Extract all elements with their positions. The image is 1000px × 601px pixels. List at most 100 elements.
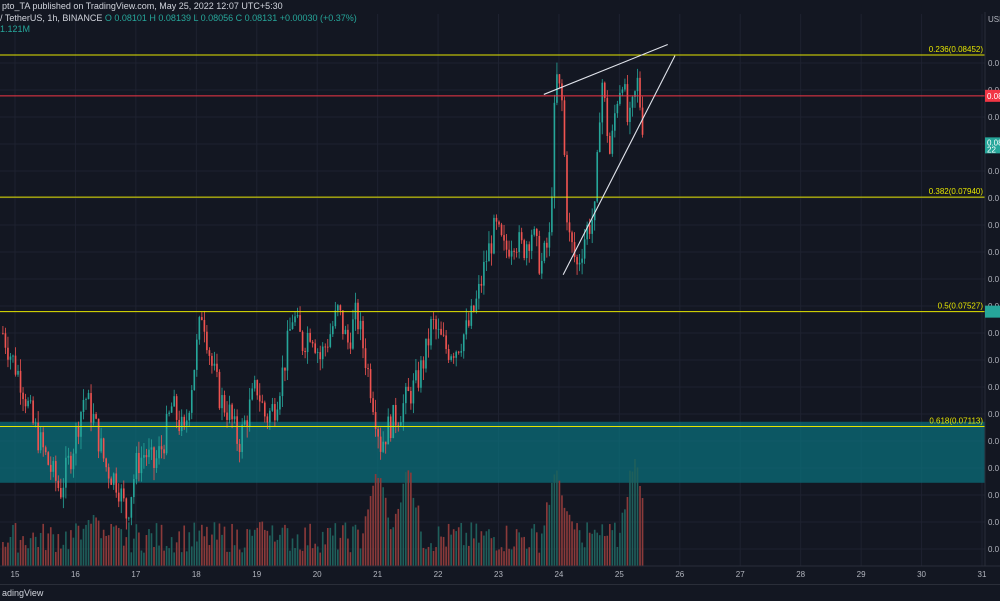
trendline-drawings[interactable] xyxy=(543,44,676,275)
volume-bar xyxy=(387,517,390,566)
candle-body xyxy=(402,403,405,423)
volume-bar xyxy=(415,507,417,566)
volume-bar xyxy=(326,527,329,566)
volume-bar xyxy=(233,545,236,566)
volume-bar xyxy=(105,535,107,566)
volume-bar xyxy=(158,545,160,566)
candle-body xyxy=(208,350,211,356)
chart-legend[interactable]: / TetherUS, 1h, BINANCE O 0.08101 H 0.08… xyxy=(0,13,357,34)
time-axis[interactable]: 15 16 17 18 19 20 21 22 23 24 25 26 27 28 29 30 31 xyxy=(0,565,1000,584)
candle-body xyxy=(85,399,87,400)
price-tick-label: 0.0 xyxy=(988,329,1000,338)
candle-body xyxy=(17,370,19,375)
volume-bar xyxy=(349,552,352,566)
candle-body xyxy=(80,411,82,437)
candle-body xyxy=(369,369,372,399)
volume-bar xyxy=(256,527,259,566)
candle-body xyxy=(344,329,347,335)
volume-bar xyxy=(412,497,415,566)
volume-bar xyxy=(238,549,241,566)
candle-body xyxy=(367,368,369,370)
volume-bar xyxy=(294,548,296,566)
volume-bar xyxy=(596,532,599,566)
volume-bar xyxy=(614,522,616,566)
volume-bar xyxy=(19,539,22,566)
candle-body xyxy=(32,400,34,424)
candle-body xyxy=(598,122,601,153)
volume-bar xyxy=(563,507,566,566)
candle-body xyxy=(480,283,483,286)
volume-bar xyxy=(475,523,478,566)
volume-bar xyxy=(291,538,294,566)
candle-body xyxy=(7,347,9,360)
candle-body xyxy=(100,438,102,452)
candle-body xyxy=(608,135,611,154)
volume-bar xyxy=(430,543,432,566)
candle-body xyxy=(145,455,148,458)
candle-body xyxy=(190,390,193,413)
volume-bar xyxy=(606,535,609,566)
candle-body xyxy=(140,457,143,474)
volume-bar xyxy=(364,516,367,566)
volume-bars xyxy=(2,459,644,566)
volume-bar xyxy=(558,480,561,566)
volume-bar xyxy=(138,532,140,566)
candle-body xyxy=(193,369,196,391)
volume-bar xyxy=(455,531,458,566)
volume-bar xyxy=(588,532,591,566)
volume-bar xyxy=(37,547,39,566)
candle-body xyxy=(306,332,309,353)
candle-body xyxy=(261,401,264,403)
candle-body xyxy=(47,452,50,465)
candle-body xyxy=(399,422,402,426)
candle-body xyxy=(60,487,62,498)
candle-body xyxy=(266,416,269,423)
candle-body xyxy=(540,260,543,274)
symbol-label[interactable]: / TetherUS, 1h, BINANCE xyxy=(0,13,103,23)
time-tick-label: 23 xyxy=(494,570,503,579)
price-axis[interactable]: USD 0.0 0.0 0.0 0.0 0.0 0.0 0.0 0.0 0.0 0.0 0.0 0.0 0… xyxy=(984,0,1000,600)
candle-body xyxy=(331,326,334,335)
candle-body xyxy=(321,346,324,360)
candle-body xyxy=(203,320,206,332)
price-tick-label: 0.0 xyxy=(988,275,1000,284)
candle-body xyxy=(117,492,120,502)
volume-bar xyxy=(467,545,470,566)
price-tick-label: 0.0 xyxy=(988,59,1000,68)
volume-bar xyxy=(213,522,216,566)
candle-body xyxy=(362,320,364,349)
candle-body xyxy=(97,418,100,452)
candle-body xyxy=(77,426,80,437)
candle-body xyxy=(586,224,588,240)
volume-bar xyxy=(201,524,203,566)
candle-body xyxy=(394,405,397,426)
time-tick-label: 26 xyxy=(675,570,684,579)
volume-bar xyxy=(551,482,553,566)
candle-body xyxy=(387,416,390,445)
volume-bar xyxy=(515,529,518,566)
volume-bar xyxy=(183,525,186,566)
volume-bar xyxy=(140,550,143,566)
volume-bar xyxy=(70,530,72,566)
volume-bar xyxy=(394,513,397,566)
volume-bar xyxy=(2,542,4,566)
price-tick-label: 0.0 xyxy=(988,545,1000,554)
candle-body xyxy=(221,395,223,409)
volume-bar xyxy=(77,525,80,566)
volume-bar xyxy=(367,509,369,566)
candle-body xyxy=(49,464,52,472)
volume-bar xyxy=(581,542,583,566)
fib-level-label: 0.382(0.07940) xyxy=(929,187,984,196)
candle-body xyxy=(284,367,286,371)
candle-body xyxy=(150,447,153,450)
candle-body xyxy=(180,416,183,432)
volume-bar xyxy=(22,536,24,566)
volume-bar xyxy=(410,472,412,566)
candle-body xyxy=(185,420,188,426)
candle-body xyxy=(588,224,591,234)
price-tag-red-text: 0.08 xyxy=(987,92,1000,101)
candle-body xyxy=(155,458,158,468)
candle-body xyxy=(508,249,510,257)
volume-bar xyxy=(634,459,636,566)
